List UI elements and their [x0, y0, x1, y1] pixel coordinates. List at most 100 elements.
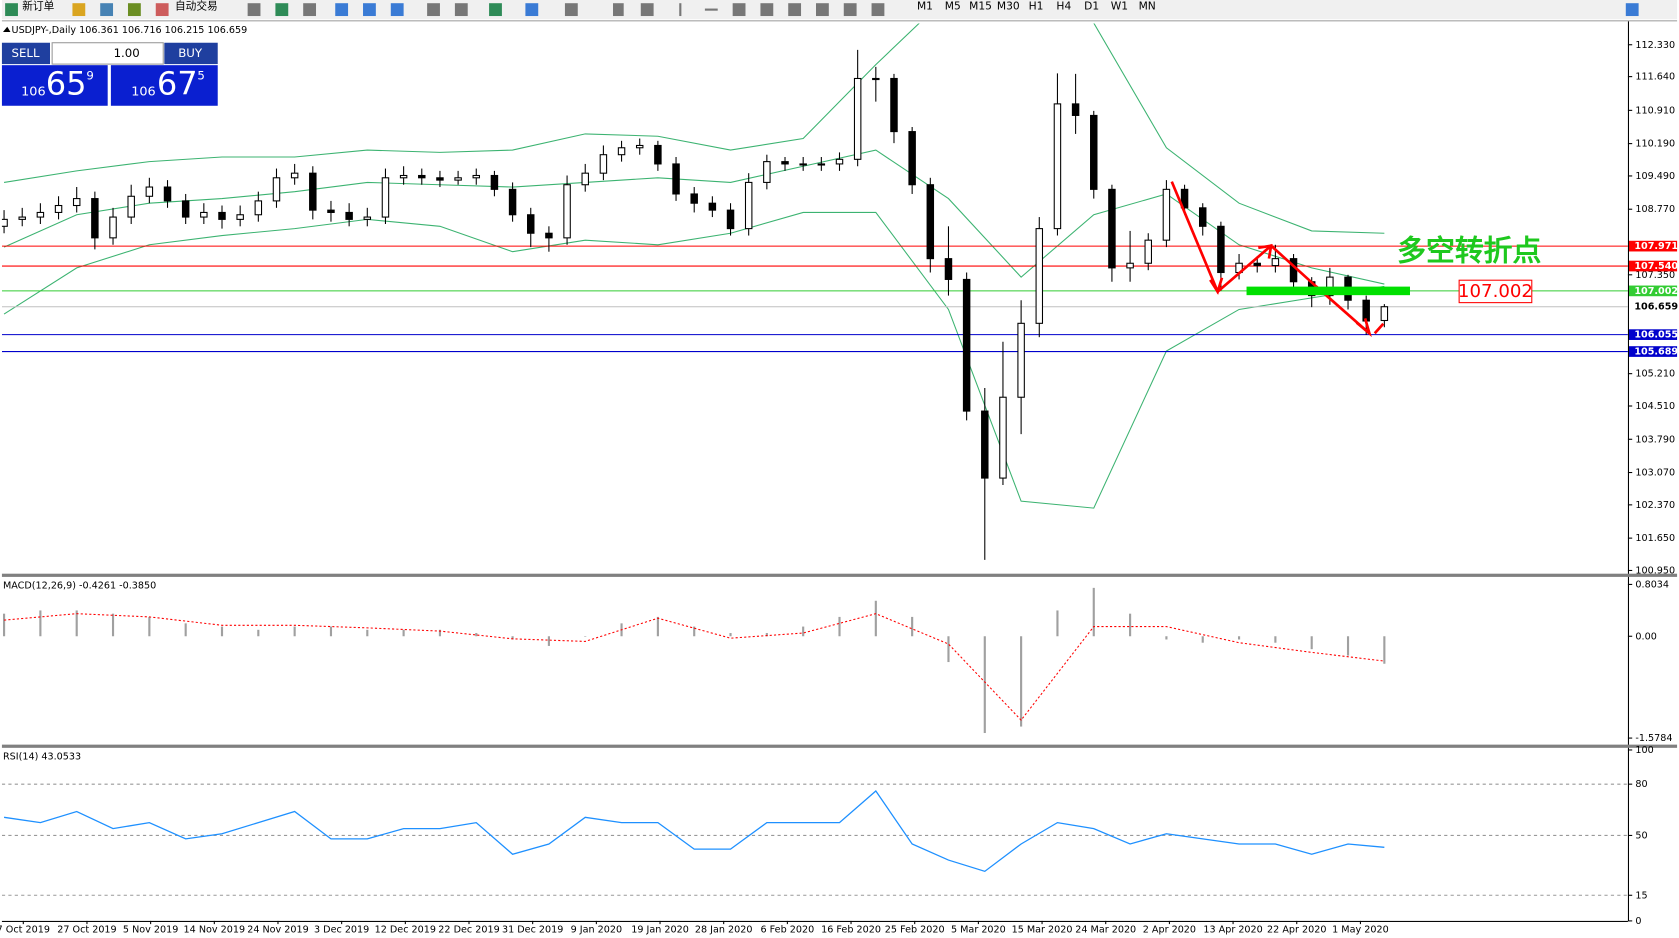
autotrade-button[interactable]: 自动交易: [175, 0, 218, 12]
toolbar: 新订单 自动交易: [1, 0, 1678, 20]
arrow-head: [1355, 317, 1372, 338]
candle-body: [581, 172, 589, 186]
timeframe-button[interactable]: H4: [1056, 0, 1071, 12]
tool-icon[interactable]: [613, 3, 624, 17]
axis-border: [1627, 21, 1630, 921]
timeframe-button[interactable]: D1: [1084, 0, 1099, 12]
candle-body: [635, 144, 644, 149]
tool-icon[interactable]: [843, 3, 857, 17]
tool-icon[interactable]: [640, 3, 654, 17]
annotations: 多空转折点 107.002: [1246, 233, 1541, 304]
tool-icon[interactable]: [704, 8, 718, 11]
autotrade-icon[interactable]: [155, 3, 169, 17]
candle-body: [1, 218, 8, 227]
timeframe-button[interactable]: M1: [917, 0, 933, 12]
ask-box[interactable]: [110, 65, 218, 106]
tool-icon[interactable]: [525, 3, 539, 17]
candle-body: [726, 209, 735, 230]
x-tick-label: 19 Jan 2020: [631, 924, 689, 935]
bid-box[interactable]: [1, 65, 108, 106]
candle-body: [363, 216, 372, 220]
ask-fraction: 5: [197, 68, 204, 82]
search-icon[interactable]: [1625, 3, 1639, 17]
annotation-text: 多空转折点: [1397, 233, 1541, 267]
tool-icon[interactable]: [335, 3, 349, 17]
lot-input[interactable]: [51, 42, 164, 65]
candle-body: [744, 181, 753, 230]
x-tick-label: 22 Dec 2019: [438, 924, 499, 935]
tool-icon[interactable]: [815, 3, 829, 17]
candle-body: [781, 161, 789, 165]
candle-body: [1217, 225, 1225, 274]
candle-body: [1253, 262, 1261, 267]
macd-bar: [402, 629, 405, 637]
tool-icon[interactable]: [303, 3, 317, 17]
tool-icon[interactable]: [679, 3, 682, 17]
buy-button-bg[interactable]: [164, 42, 218, 65]
candle-body: [908, 131, 916, 186]
candle-body: [1326, 276, 1334, 297]
tool-icon[interactable]: [275, 3, 289, 17]
sell-button[interactable]: SELL: [12, 46, 40, 60]
x-tick-label: 31 Dec 2019: [502, 924, 563, 935]
y-tick-label: 107.350: [1635, 270, 1675, 281]
tool-icon[interactable]: [732, 3, 746, 17]
candle-body: [599, 154, 608, 174]
tool-icon[interactable]: [427, 3, 440, 17]
y-tick-label: 101.650: [1635, 533, 1675, 544]
one-click-trading: SELL 1.00 BUY 106 65 9 106 67 5: [1, 42, 218, 106]
timeframe-button[interactable]: H1: [1029, 0, 1044, 12]
x-tick-label: 2 Apr 2020: [1143, 924, 1196, 935]
timeframe-button[interactable]: M15: [969, 0, 992, 12]
new-order-button[interactable]: 新订单: [22, 0, 54, 12]
timeframes: M1 M5 M15 M30 H1 H4 D1 W1 MN: [917, 0, 1156, 12]
tool-icon[interactable]: [247, 3, 261, 17]
tool-icon[interactable]: [127, 3, 141, 17]
macd-bar: [1346, 636, 1350, 656]
timeframe-button[interactable]: MN: [1139, 0, 1156, 12]
arrow-head: [1209, 277, 1224, 295]
macd-bar: [1274, 636, 1277, 643]
tool-icon[interactable]: [100, 3, 114, 17]
bollinger-band: [3, 23, 1385, 234]
candle-body: [708, 202, 717, 211]
sell-button-bg[interactable]: [1, 42, 50, 65]
tool-icon[interactable]: [489, 3, 502, 17]
tool-icon[interactable]: [72, 3, 86, 17]
tool-icon[interactable]: [871, 3, 885, 17]
level-box: [1458, 279, 1533, 304]
tool-icon[interactable]: [390, 3, 404, 17]
candle-body: [799, 163, 807, 166]
candle-body: [218, 211, 226, 220]
tool-icon[interactable]: [788, 3, 802, 17]
timeframe-button[interactable]: M5: [945, 0, 961, 12]
tool-icon[interactable]: [564, 3, 578, 17]
tool-icon[interactable]: [454, 3, 468, 17]
timeframe-button[interactable]: M30: [997, 0, 1020, 12]
candle-body: [545, 232, 553, 239]
support-bar: [1246, 286, 1410, 296]
buy-button[interactable]: BUY: [178, 46, 203, 60]
candle-body: [272, 177, 281, 202]
tool-icon[interactable]: [363, 3, 376, 17]
new-order-icon[interactable]: [5, 3, 18, 17]
macd-bar: [1310, 636, 1313, 650]
candle-body: [109, 216, 117, 239]
macd-bar: [693, 626, 696, 637]
candle-body: [654, 144, 662, 165]
candle-body: [381, 177, 390, 218]
timeframe-button[interactable]: W1: [1111, 0, 1128, 12]
candle-body: [1180, 188, 1189, 209]
y-tick-label: 110.190: [1635, 139, 1675, 150]
candle-body: [1198, 207, 1207, 227]
candle-body: [200, 211, 208, 218]
tool-icon[interactable]: [760, 3, 774, 17]
candle-body: [872, 77, 880, 81]
x-tick-label: 24 Mar 2020: [1075, 924, 1136, 935]
macd-bar: [2, 613, 6, 637]
bollinger-band: [3, 211, 1385, 509]
macd-bar: [729, 633, 732, 637]
lot-value[interactable]: 1.00: [114, 46, 140, 60]
macd-bar: [547, 636, 550, 646]
candle-body: [1362, 299, 1370, 322]
